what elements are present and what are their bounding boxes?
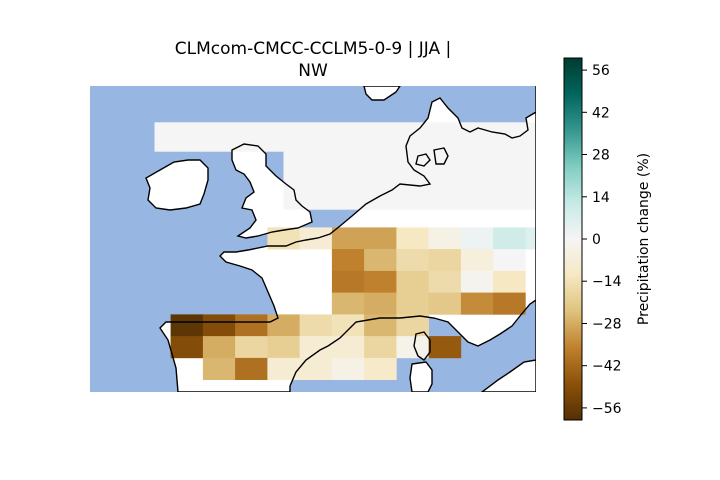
grid-cell xyxy=(396,270,429,293)
land-sardinia xyxy=(410,362,432,392)
grid-cell xyxy=(369,151,413,181)
grid-cell xyxy=(493,249,526,272)
colorbar-tick-label: 28 xyxy=(592,148,610,164)
grid-cell xyxy=(299,314,333,337)
colorbar-tick-label: −28 xyxy=(592,317,622,333)
grid-cell xyxy=(202,314,236,337)
colorbar-ticks: 56 42 28 14 0 −14 −28 −42 −56 xyxy=(582,63,622,417)
grid-cell xyxy=(331,314,365,337)
grid-cell xyxy=(331,270,365,293)
coastline-outline xyxy=(159,86,536,392)
map-title-line-2: NW xyxy=(298,61,328,81)
grid-cell xyxy=(235,336,268,359)
grid-cell xyxy=(197,122,241,152)
grid-cell xyxy=(326,122,370,152)
precipitation-grid xyxy=(154,122,536,380)
grid-cell xyxy=(396,314,429,337)
grid-cell xyxy=(460,249,494,272)
grid-cell xyxy=(493,270,526,293)
grid-cell xyxy=(326,180,370,210)
grid-cell xyxy=(396,292,429,315)
coastline-outline xyxy=(413,331,431,361)
grid-cell xyxy=(267,314,300,337)
land-ireland xyxy=(146,160,208,210)
grid-cell xyxy=(283,122,327,152)
grid-cell xyxy=(428,292,462,315)
coastline-outline xyxy=(409,361,433,392)
grid-cell xyxy=(364,270,397,293)
grid-cell xyxy=(412,122,456,152)
colorbar-tick-label: 56 xyxy=(592,63,610,79)
grid-cell xyxy=(331,227,365,250)
colorbar-tick-label: −56 xyxy=(592,401,622,417)
grid-cell xyxy=(428,270,462,293)
grid-cell xyxy=(493,292,526,315)
colorbar-tick-label: 0 xyxy=(592,232,601,248)
coastlines xyxy=(145,86,536,392)
grid-cell xyxy=(455,122,499,152)
grid-cell xyxy=(428,249,462,272)
colorbar-gradient xyxy=(563,57,583,421)
grid-cell xyxy=(170,336,204,359)
grid-cell xyxy=(364,292,397,315)
colorbar-tick-label: −14 xyxy=(592,274,622,290)
coastline-outline xyxy=(145,159,209,211)
grid-cell xyxy=(412,180,456,210)
colorbar: 56 42 28 14 0 −14 −28 −42 −56 Precipitation chan… xyxy=(563,57,652,421)
grid-cell xyxy=(240,122,284,152)
grid-cell xyxy=(498,151,536,181)
grid-cell xyxy=(331,336,365,359)
grid-cell xyxy=(331,249,365,272)
grid-cell xyxy=(326,151,370,181)
coastline-outline xyxy=(231,143,313,239)
land-scandinavia xyxy=(364,86,400,100)
map-area xyxy=(90,86,536,392)
grid-cell xyxy=(283,151,327,181)
grid-cell xyxy=(428,336,462,359)
grid-cell xyxy=(331,292,365,315)
grid-cell xyxy=(460,270,494,293)
land-great-britain xyxy=(232,144,312,238)
grid-cell xyxy=(364,249,397,272)
grid-cell xyxy=(396,227,429,250)
coastline-outline xyxy=(415,153,431,167)
grid-cell xyxy=(364,357,397,380)
grid-cell xyxy=(235,357,268,380)
grid-cell xyxy=(460,227,494,250)
grid-cell xyxy=(525,227,536,250)
grid-cell xyxy=(170,314,204,337)
grid-cell xyxy=(460,292,494,315)
grid-cell xyxy=(455,180,499,210)
grid-cell xyxy=(396,336,429,359)
grid-cell xyxy=(202,357,236,380)
colorbar-label: Precipitation change (%) xyxy=(636,153,652,325)
grid-cell xyxy=(364,336,397,359)
grid-cell xyxy=(283,180,327,210)
colorbar-tick-label: 42 xyxy=(592,105,610,121)
grid-cell xyxy=(331,357,365,380)
grid-cell xyxy=(299,357,333,380)
grid-cell xyxy=(202,336,236,359)
grid-cell xyxy=(498,180,536,210)
grid-cell xyxy=(364,227,397,250)
grid-cell xyxy=(396,249,429,272)
coastline-outline xyxy=(433,147,449,165)
grid-cell xyxy=(267,336,300,359)
grid-cell xyxy=(267,357,300,380)
grid-cell xyxy=(299,336,333,359)
colorbar-tick-label: −42 xyxy=(592,359,622,375)
coastline-outline xyxy=(363,86,401,101)
grid-cell xyxy=(493,227,526,250)
map-title-line-1: CLMcom-CMCC-CCLM5-0-9 | JJA | xyxy=(175,39,451,59)
colorbar-tick-label: 14 xyxy=(592,190,610,206)
grid-cell xyxy=(154,122,198,152)
grid-cell xyxy=(235,314,268,337)
grid-cell xyxy=(428,227,462,250)
grid-cell xyxy=(455,151,499,181)
